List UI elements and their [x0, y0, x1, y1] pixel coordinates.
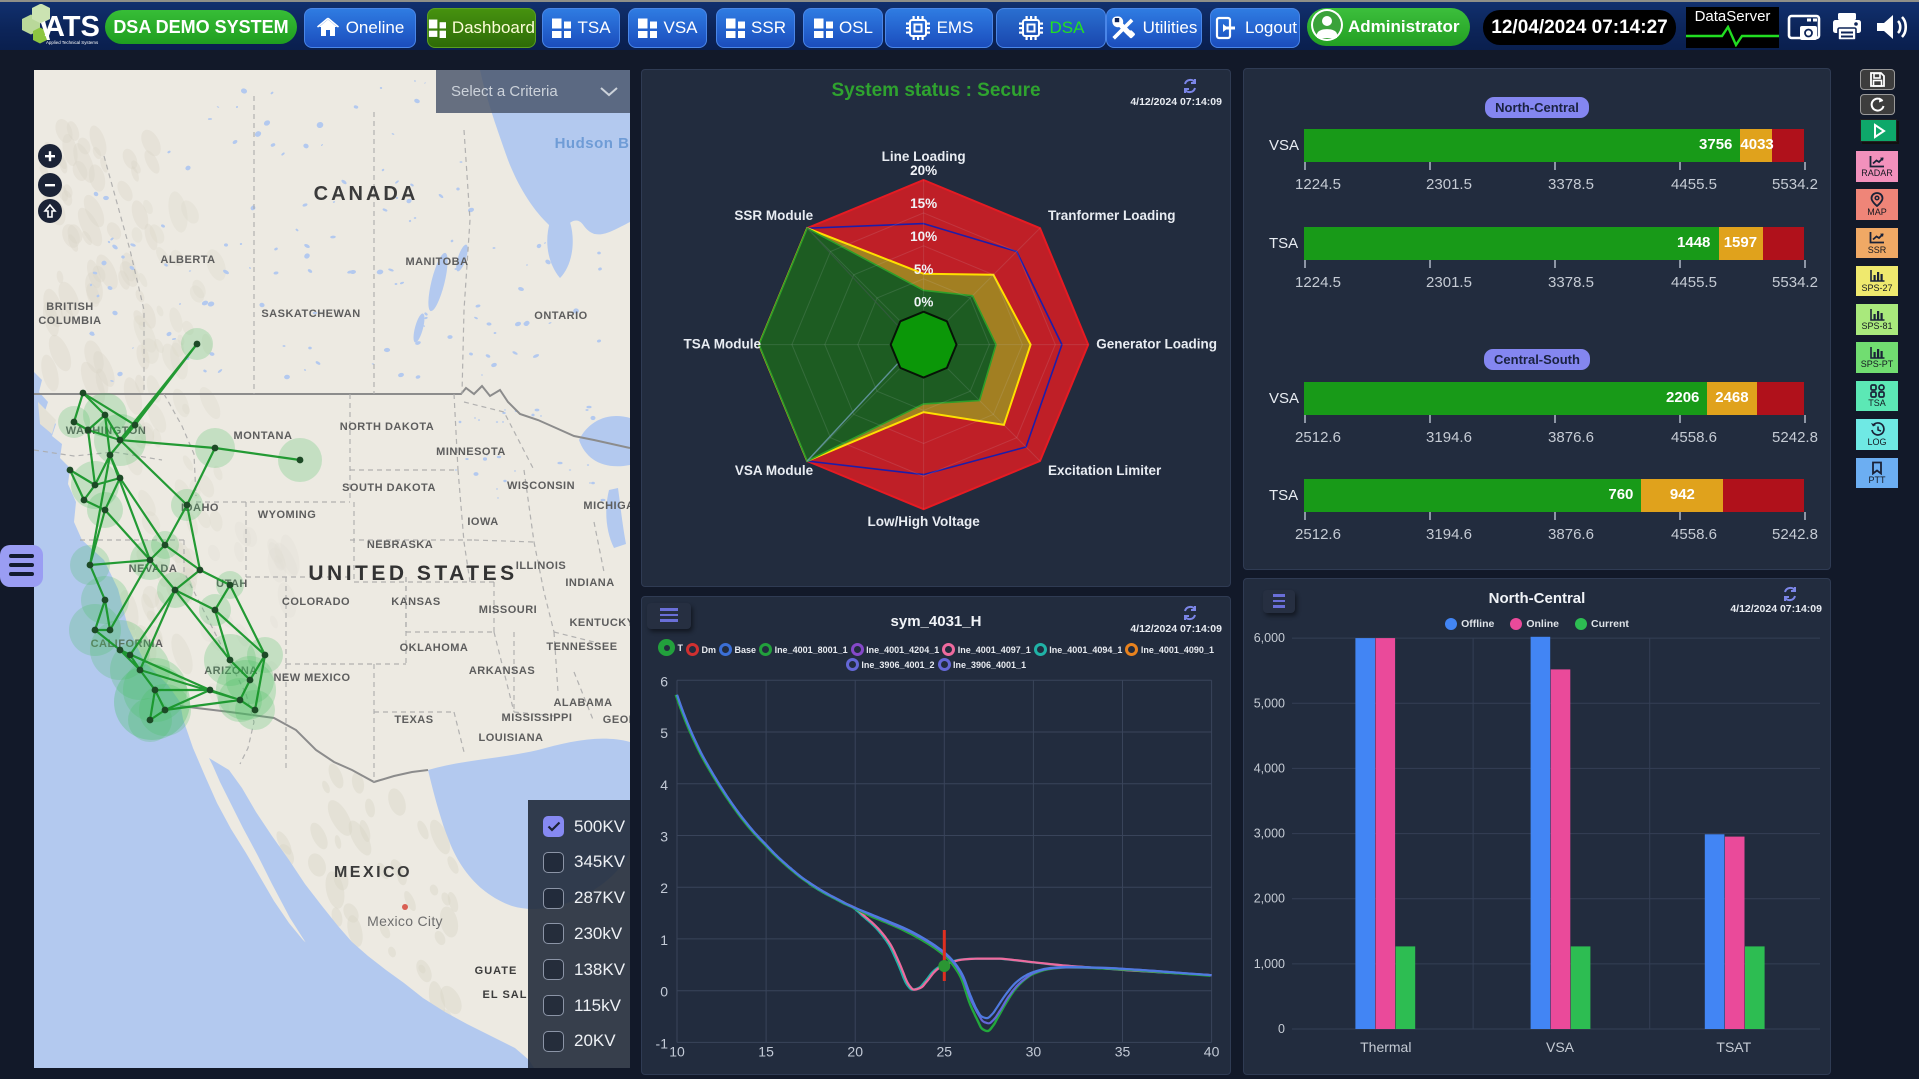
- svg-text:ONTARIO: ONTARIO: [534, 310, 587, 322]
- svg-text:ALABAMA: ALABAMA: [553, 697, 612, 709]
- svg-text:6,000: 6,000: [1254, 631, 1285, 645]
- svg-text:30: 30: [1026, 1043, 1042, 1059]
- svg-text:NEW MEXICO: NEW MEXICO: [273, 672, 350, 684]
- svg-text:NEVADA: NEVADA: [129, 563, 178, 575]
- svg-text:GEOR: GEOR: [603, 714, 630, 726]
- svg-text:-1: -1: [656, 1035, 669, 1051]
- svg-text:WYOMING: WYOMING: [258, 509, 317, 521]
- svg-text:OKLAHOMA: OKLAHOMA: [400, 642, 469, 654]
- svg-text:NORTH DAKOTA: NORTH DAKOTA: [340, 421, 434, 433]
- svg-text:MISSOURI: MISSOURI: [479, 604, 537, 616]
- svg-text:Hudson B: Hudson B: [555, 135, 630, 152]
- svg-text:6: 6: [660, 673, 668, 689]
- svg-text:MISSISSIPPI: MISSISSIPPI: [502, 712, 573, 724]
- svg-text:0: 0: [660, 984, 668, 1000]
- svg-text:MONTANA: MONTANA: [234, 430, 293, 442]
- svg-text:INDIANA: INDIANA: [565, 577, 614, 589]
- svg-text:LOUISIANA: LOUISIANA: [479, 732, 544, 744]
- svg-text:20: 20: [847, 1043, 863, 1059]
- svg-text:15%: 15%: [910, 196, 937, 211]
- svg-text:TENNESSEE: TENNESSEE: [546, 641, 617, 653]
- svg-text:KENTUCKY: KENTUCKY: [569, 617, 630, 629]
- svg-text:UNITED STATES: UNITED STATES: [308, 562, 517, 585]
- svg-text:ILLINOIS: ILLINOIS: [516, 560, 566, 572]
- svg-text:0: 0: [1278, 1022, 1285, 1036]
- svg-text:40: 40: [1204, 1043, 1220, 1059]
- svg-text:1: 1: [660, 932, 668, 948]
- svg-text:35: 35: [1115, 1043, 1131, 1059]
- svg-text:Generator Loading: Generator Loading: [1096, 337, 1217, 352]
- svg-text:WISCONSIN: WISCONSIN: [507, 480, 575, 492]
- svg-text:SSR Module: SSR Module: [734, 208, 813, 223]
- svg-text:ARKANSAS: ARKANSAS: [469, 665, 535, 677]
- svg-text:15: 15: [758, 1043, 774, 1059]
- svg-text:1,000: 1,000: [1254, 957, 1285, 971]
- svg-text:5: 5: [660, 725, 668, 741]
- svg-text:4,000: 4,000: [1254, 761, 1285, 775]
- svg-text:TEXAS: TEXAS: [394, 714, 433, 726]
- svg-text:Tranformer Loading: Tranformer Loading: [1048, 208, 1176, 223]
- svg-text:Applied Technical Systems: Applied Technical Systems: [46, 40, 99, 45]
- svg-text:ATS: ATS: [44, 11, 100, 43]
- svg-text:2: 2: [660, 880, 668, 896]
- svg-text:IOWA: IOWA: [467, 516, 498, 528]
- svg-text:VSA Module: VSA Module: [735, 463, 814, 478]
- svg-text:3,000: 3,000: [1254, 827, 1285, 841]
- svg-text:MANITOBA: MANITOBA: [405, 256, 468, 268]
- svg-text:ALBERTA: ALBERTA: [160, 254, 215, 266]
- svg-text:MEXICO: MEXICO: [334, 864, 412, 881]
- svg-text:GUATE: GUATE: [475, 965, 518, 977]
- svg-text:MINNESOTA: MINNESOTA: [436, 446, 506, 458]
- svg-text:Thermal: Thermal: [1360, 1039, 1411, 1055]
- svg-text:SOUTH DAKOTA: SOUTH DAKOTA: [342, 482, 436, 494]
- svg-text:COLUMBIA: COLUMBIA: [38, 315, 101, 327]
- svg-text:0%: 0%: [914, 295, 934, 310]
- svg-text:Excitation Limiter: Excitation Limiter: [1048, 463, 1162, 478]
- svg-text:2,000: 2,000: [1254, 892, 1285, 906]
- svg-text:5%: 5%: [914, 262, 934, 277]
- svg-text:TSAT: TSAT: [1716, 1039, 1751, 1055]
- svg-text:3: 3: [660, 829, 668, 845]
- svg-text:KANSAS: KANSAS: [391, 596, 440, 608]
- svg-text:COLORADO: COLORADO: [282, 596, 350, 608]
- svg-text:4: 4: [660, 777, 668, 793]
- svg-text:CANADA: CANADA: [314, 183, 419, 205]
- svg-text:VSA: VSA: [1546, 1039, 1575, 1055]
- svg-text:Mexico City: Mexico City: [367, 913, 443, 929]
- svg-text:5,000: 5,000: [1254, 696, 1285, 710]
- svg-text:TSA Module: TSA Module: [684, 337, 762, 352]
- svg-text:NEBRASKA: NEBRASKA: [367, 539, 433, 551]
- svg-text:SASKATCHEWAN: SASKATCHEWAN: [261, 308, 360, 320]
- svg-text:MICHIGA: MICHIGA: [583, 500, 630, 512]
- svg-text:10%: 10%: [910, 229, 937, 244]
- svg-text:Line Loading: Line Loading: [882, 149, 966, 164]
- svg-text:BRITISH: BRITISH: [46, 301, 94, 313]
- svg-text:20%: 20%: [910, 163, 937, 178]
- svg-text:Low/High Voltage: Low/High Voltage: [867, 514, 980, 529]
- svg-text:10: 10: [669, 1043, 685, 1059]
- svg-text:EL SAL: EL SAL: [483, 989, 528, 1001]
- svg-text:25: 25: [937, 1043, 953, 1059]
